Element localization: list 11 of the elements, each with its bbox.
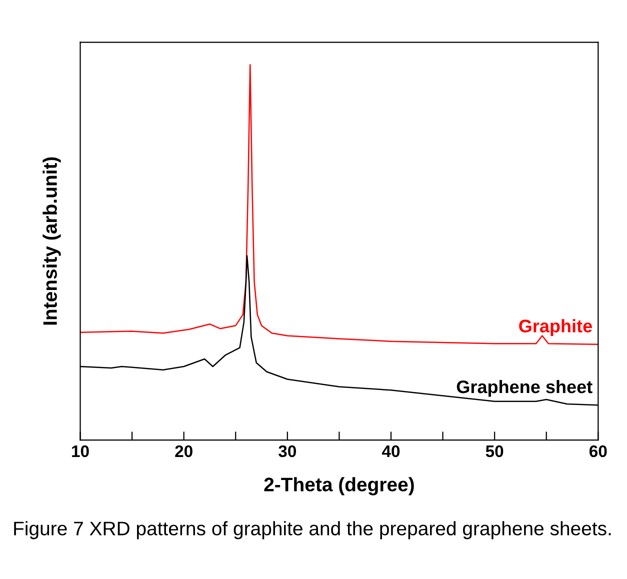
caption: Figure 7 XRD patterns of graphite and the prepared graphene sheets. — [14, 521, 611, 540]
x-tick-label: 10 — [72, 445, 89, 458]
x-tick-label: 60 — [590, 445, 607, 458]
y-axis-title: Intensity (arb.unit) — [42, 157, 61, 325]
x-axis-title: 2-Theta (degree) — [264, 477, 414, 496]
x-tick-label: 30 — [278, 445, 296, 458]
series-label: Graphene sheet — [456, 380, 592, 397]
x-tick-label: 50 — [486, 445, 504, 458]
series-label: Graphite — [519, 319, 592, 336]
x-tick-label: 20 — [175, 445, 192, 458]
x-tick-label: 40 — [382, 445, 400, 458]
